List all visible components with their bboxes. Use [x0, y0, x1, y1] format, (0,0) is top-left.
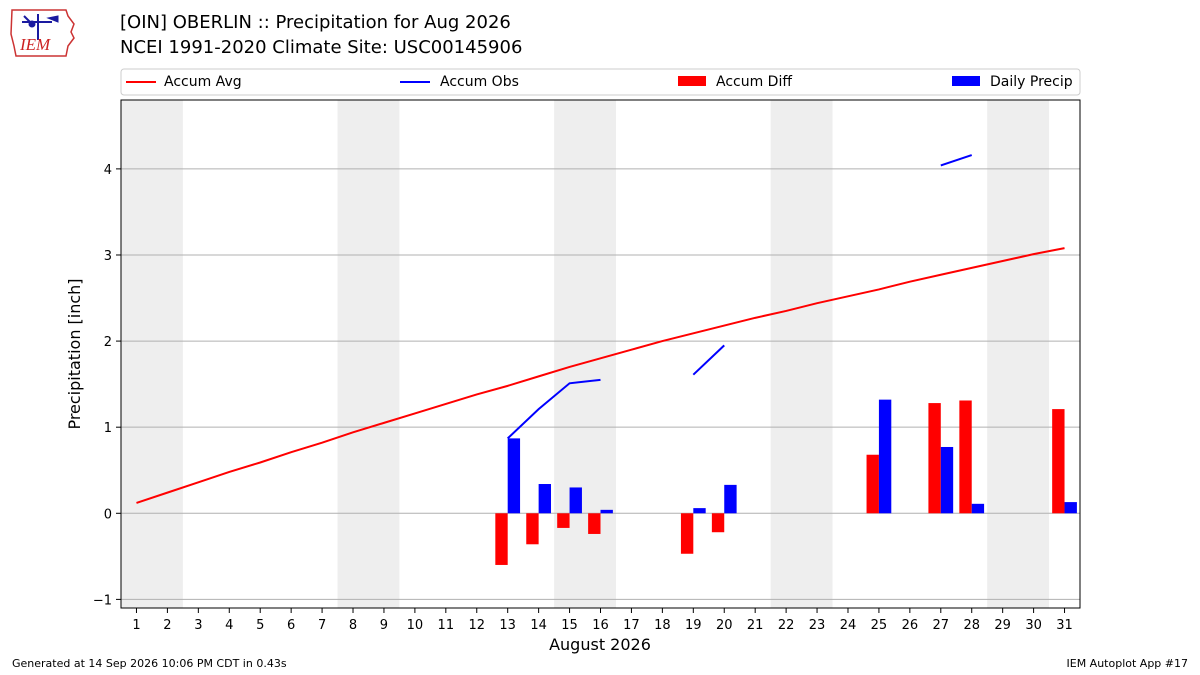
- y-tick-label: 2: [104, 335, 112, 350]
- weekend-band-3: [554, 100, 616, 608]
- weekend-band-4: [770, 100, 833, 608]
- chart-title: [OIN] OBERLIN :: Precipitation for Aug 2…: [120, 12, 511, 33]
- accum-obs-line-segment-2: [692, 344, 725, 376]
- logo-text: IEM: [19, 35, 51, 54]
- x-tick-label: 5: [256, 618, 264, 633]
- app-label: IEM Autoplot App #17: [1066, 657, 1189, 670]
- x-tick-label: 11: [438, 618, 455, 633]
- x-tick-label: 31: [1056, 618, 1073, 633]
- accum-obs-line-segment-1: [507, 378, 601, 440]
- daily-precip-bar-day-19: [693, 508, 706, 514]
- x-tick-label: 8: [349, 618, 357, 633]
- accum-diff-bar-day-31: [1052, 409, 1065, 514]
- y-axis: −1 0 1 2 3 4: [93, 163, 121, 608]
- y-tick-label: 4: [104, 163, 112, 178]
- x-tick-label: 29: [994, 618, 1011, 633]
- x-tick-label: 15: [561, 618, 578, 633]
- x-tick-label: 17: [623, 618, 640, 633]
- legend-label-accum-avg: Accum Avg: [164, 74, 242, 90]
- accum-diff-bar-day-13: [495, 513, 508, 565]
- accum-diff-bar-day-19: [680, 513, 694, 554]
- x-tick-label: 13: [499, 618, 516, 633]
- accum-diff-bar-day-14: [526, 513, 539, 545]
- y-tick-label: −1: [93, 593, 112, 608]
- legend-label-daily-precip: Daily Precip: [990, 74, 1073, 90]
- x-tick-label: 12: [468, 618, 485, 633]
- x-tick-label: 23: [809, 618, 826, 633]
- y-axis-label: Precipitation [inch]: [65, 278, 84, 429]
- x-axis-label: August 2026: [549, 635, 651, 654]
- x-tick-label: 22: [778, 618, 795, 633]
- accum-diff-bar-day-25: [866, 454, 879, 514]
- daily-precip-bar-day-14: [538, 484, 552, 514]
- x-tick-label: 16: [592, 618, 609, 633]
- accum-obs-line-segment-3: [940, 154, 973, 167]
- accum-avg-line: [136, 247, 1065, 504]
- x-tick-label: 7: [318, 618, 326, 633]
- weekend-band-1: [121, 100, 183, 608]
- accum-diff-bar-day-20: [711, 513, 725, 533]
- x-tick-label: 26: [902, 618, 919, 633]
- y-tick-label: 0: [104, 507, 112, 522]
- chart-subtitle: NCEI 1991-2020 Climate Site: USC00145906: [120, 37, 523, 58]
- accum-diff-bar-day-15: [557, 513, 570, 528]
- legend-swatch-accum-diff: [678, 76, 706, 86]
- daily-precip-bar-day-25: [878, 399, 892, 514]
- iem-logo: IEM: [10, 9, 75, 57]
- x-tick-label: 18: [654, 618, 671, 633]
- x-tick-label: 19: [685, 618, 702, 633]
- x-tick-label: 1: [132, 618, 140, 633]
- weather-station-icon: [22, 14, 59, 40]
- x-tick-label: 28: [963, 618, 980, 633]
- generated-timestamp: Generated at 14 Sep 2026 10:06 PM CDT in…: [12, 657, 287, 670]
- x-tick-label: 10: [407, 618, 424, 633]
- accum-diff-bar-day-27: [928, 403, 941, 514]
- x-tick-label: 9: [380, 618, 388, 633]
- weekend-bands: [121, 100, 1050, 608]
- y-tick-label: 1: [104, 421, 112, 436]
- x-tick-label: 20: [716, 618, 733, 633]
- daily-precip-bar-day-27: [940, 446, 954, 514]
- accum-diff-bar-day-16: [588, 513, 601, 534]
- legend-label-accum-obs: Accum Obs: [440, 74, 519, 90]
- daily-precip-bar-day-13: [507, 438, 521, 514]
- series-lines: [136, 154, 1065, 504]
- x-tick-label: 2: [163, 618, 171, 633]
- accum-diff-bar-day-28: [959, 400, 972, 514]
- x-tick-label: 25: [871, 618, 888, 633]
- x-axis: 1 2 3 4 5 6 7 8 9 10 11 12 13 14 15 16 17 18 19 20 21 22 23 24 2…: [132, 608, 1073, 633]
- x-tick-label: 21: [747, 618, 764, 633]
- weekend-band-2: [337, 100, 400, 608]
- x-tick-label: 24: [840, 618, 857, 633]
- daily-precip-bar-day-16: [600, 509, 613, 514]
- x-tick-label: 27: [933, 618, 950, 633]
- x-tick-label: 30: [1025, 618, 1042, 633]
- daily-precip-bar-day-31: [1064, 502, 1077, 514]
- x-tick-label: 3: [194, 618, 202, 633]
- weekend-band-5: [987, 100, 1050, 608]
- x-tick-label: 4: [225, 618, 233, 633]
- legend-label-accum-diff: Accum Diff: [716, 74, 792, 90]
- legend: Accum Avg Accum Obs Accum Diff Daily Pre…: [120, 68, 1081, 96]
- bars: [495, 399, 1077, 565]
- legend-box: [120, 68, 1081, 96]
- x-tick-label: 6: [287, 618, 295, 633]
- y-tick-label: 3: [104, 249, 112, 264]
- x-tick-label: 14: [530, 618, 547, 633]
- daily-precip-bar-day-28: [971, 503, 985, 514]
- daily-precip-bar-day-15: [569, 487, 582, 514]
- daily-precip-bar-day-20: [724, 484, 737, 514]
- legend-swatch-daily-precip: [952, 76, 980, 86]
